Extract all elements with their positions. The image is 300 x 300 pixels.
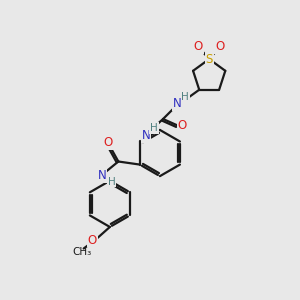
Text: H: H xyxy=(107,176,115,187)
Text: N: N xyxy=(142,129,151,142)
Text: H: H xyxy=(150,123,158,133)
Text: H: H xyxy=(182,92,189,102)
Text: O: O xyxy=(194,40,203,53)
Text: O: O xyxy=(215,40,225,53)
Text: S: S xyxy=(206,52,213,66)
Text: O: O xyxy=(88,233,97,247)
Text: CH₃: CH₃ xyxy=(73,248,92,257)
Text: O: O xyxy=(178,119,187,132)
Text: N: N xyxy=(98,169,106,182)
Text: N: N xyxy=(173,97,182,110)
Text: O: O xyxy=(104,136,113,149)
